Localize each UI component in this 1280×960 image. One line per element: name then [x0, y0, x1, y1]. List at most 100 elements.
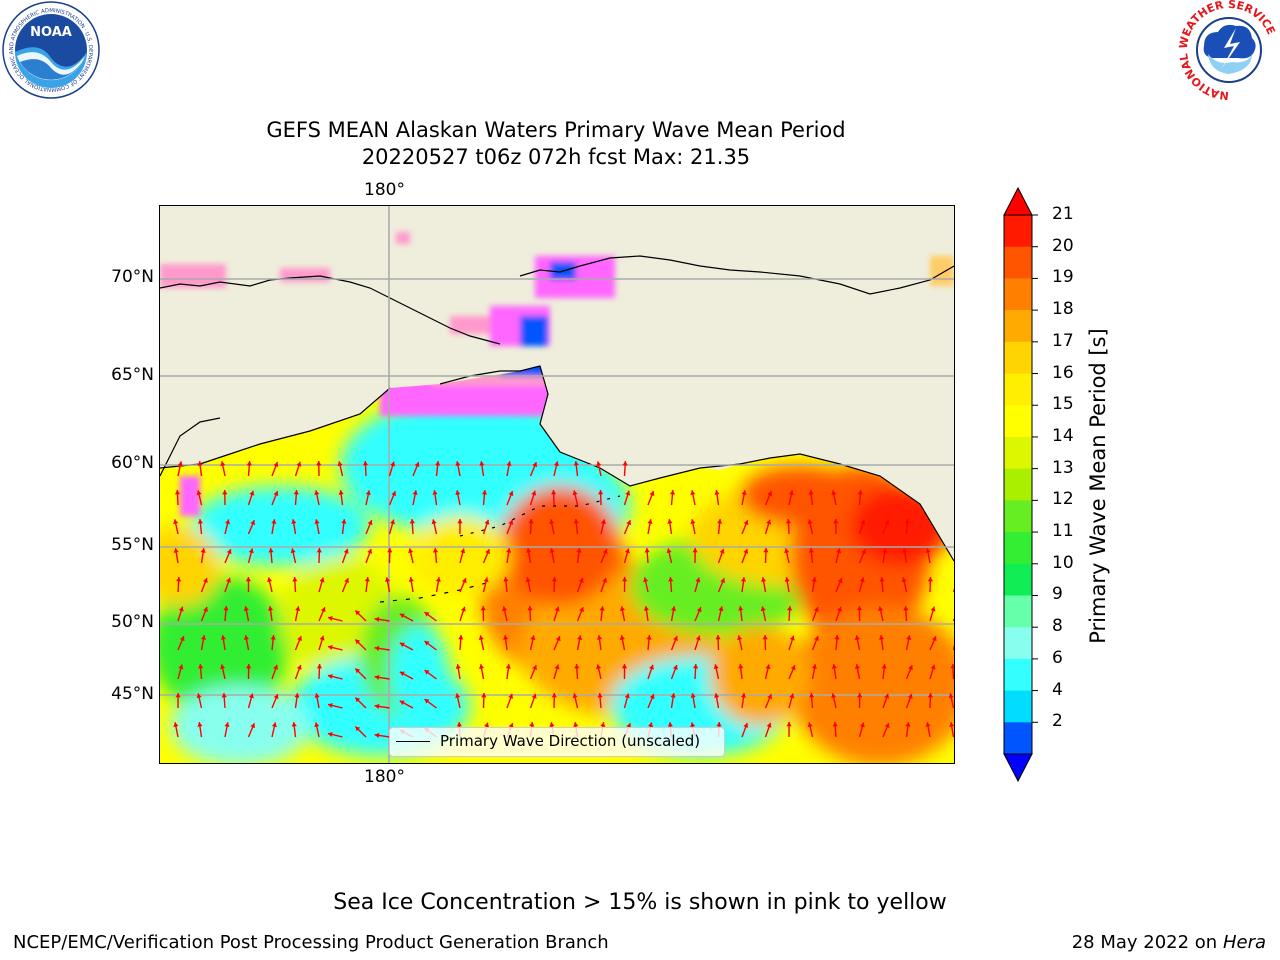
- wave-arrow-head: [643, 577, 649, 583]
- lat-label-60n: 60°N: [111, 453, 154, 473]
- wave-arrow-head: [270, 635, 276, 640]
- wave-arrow-head: [527, 606, 533, 611]
- wave-arrow-head: [549, 548, 555, 553]
- wave-arrow-head: [176, 577, 182, 582]
- wave-arrow-head: [695, 577, 701, 583]
- wave-arrow-head: [597, 693, 603, 698]
- wave-arrow-head: [327, 673, 333, 679]
- wave-arrow-head: [549, 722, 555, 727]
- wave-arrow-head: [408, 548, 414, 554]
- wave-arrow-head: [693, 664, 699, 669]
- colorbar-tick-label: 4: [1052, 679, 1063, 700]
- wave-arrow-head: [365, 490, 371, 496]
- machine-name: Hera: [1222, 932, 1266, 953]
- wave-arrow-head: [399, 642, 405, 648]
- wave-arrow-head: [338, 490, 344, 495]
- colorbar-tick-label: 13: [1052, 457, 1074, 478]
- wave-arrow-head: [293, 490, 299, 495]
- wave-arrow-head: [316, 664, 323, 669]
- wave-arrow-head: [531, 693, 537, 699]
- wave-arrow-head: [200, 635, 206, 640]
- wave-arrow-head: [455, 461, 461, 466]
- wave-arrow-head: [481, 693, 487, 698]
- wave-arrow-head: [337, 461, 343, 467]
- wave-arrow-head: [554, 664, 560, 670]
- wave-arrow-head: [857, 490, 863, 495]
- wave-arrow-head: [833, 519, 839, 524]
- colorbar-tick-label: 19: [1052, 267, 1074, 288]
- wave-arrow-head: [178, 606, 184, 612]
- wave-arrow-head: [273, 491, 279, 496]
- wave-arrow-head: [526, 548, 532, 553]
- wave-arrow-head: [860, 519, 866, 525]
- wave-arrow-head: [836, 548, 842, 554]
- wave-arrow-head: [271, 519, 277, 524]
- wave-arrow-head: [296, 461, 302, 467]
- wave-arrow-head: [767, 491, 773, 497]
- wave-arrow-head: [268, 548, 274, 553]
- wave-arrow-head: [245, 577, 252, 582]
- wave-arrow-head: [246, 664, 252, 669]
- colorbar-tick-label: 14: [1052, 425, 1074, 446]
- wave-arrow-head: [624, 548, 630, 554]
- wave-arrow-head: [925, 722, 931, 727]
- wave-arrow-head: [741, 490, 747, 496]
- wave-arrow-head: [555, 636, 561, 642]
- wave-arrow-head: [248, 693, 254, 699]
- wave-arrow-head: [622, 461, 628, 466]
- wave-arrow-head: [718, 606, 724, 612]
- wave-arrow-head: [551, 577, 558, 582]
- wave-arrow-head: [670, 606, 677, 611]
- wave-arrow-head: [455, 490, 461, 496]
- wave-arrow-head: [196, 490, 202, 496]
- wave-arrow-head: [226, 549, 232, 555]
- wave-arrow-head: [814, 636, 819, 641]
- wave-arrow-head: [600, 722, 606, 727]
- wave-arrow-head: [529, 722, 535, 727]
- wave-arrow-head: [506, 461, 512, 466]
- wave-arrow-head: [859, 577, 865, 583]
- wave-arrow-head: [743, 548, 749, 554]
- wave-arrow-head: [221, 693, 227, 698]
- wave-arrow-head: [530, 635, 536, 641]
- legend-label: Primary Wave Direction (unscaled): [440, 732, 701, 750]
- wave-arrow-head: [950, 664, 954, 669]
- wave-arrow-head: [456, 722, 462, 727]
- credit-text: NCEP/EMC/Verification Post Processing Pr…: [13, 932, 609, 953]
- wave-arrow-head: [624, 693, 630, 699]
- wave-arrow-head: [549, 519, 555, 525]
- wave-arrow-head: [602, 549, 608, 555]
- wave-arrow-head: [267, 606, 274, 611]
- colorbar-tick-label: 10: [1052, 552, 1074, 573]
- wave-arrow-head: [905, 722, 911, 727]
- wave-arrow-head: [931, 636, 937, 642]
- wave-arrow-head: [738, 664, 744, 669]
- wave-arrow-head: [179, 636, 185, 642]
- wave-arrow-head: [902, 548, 908, 553]
- wave-arrow-head: [551, 490, 557, 495]
- wave-arrow-head: [714, 693, 720, 698]
- wave-arrow-head: [399, 671, 405, 677]
- wave-arrow-head: [343, 548, 349, 554]
- wave-arrow-head: [455, 664, 461, 669]
- wave-arrow-head: [715, 635, 721, 640]
- wave-arrow-head: [831, 693, 837, 699]
- wave-arrow-head: [766, 519, 772, 525]
- wave-arrow-head: [670, 693, 676, 698]
- wave-arrow-head: [197, 722, 203, 727]
- wave-arrow-head: [177, 461, 183, 467]
- colorbar-tick-label: 15: [1052, 394, 1074, 415]
- wave-arrow-head: [273, 694, 279, 700]
- colorbar-segment: [1004, 278, 1032, 311]
- wave-arrow-head: [314, 722, 320, 728]
- wave-arrow-head: [884, 693, 890, 699]
- wave-arrow-head: [647, 519, 653, 524]
- wave-arrow-head: [790, 665, 796, 671]
- wave-arrow-head: [719, 548, 725, 554]
- wave-arrow-head: [927, 577, 933, 582]
- wave-arrow-head: [576, 548, 582, 553]
- wave-arrow-head: [948, 693, 954, 699]
- wave-arrow-head: [355, 668, 361, 674]
- wave-arrow-head: [760, 606, 766, 612]
- wave-arrow-head: [314, 693, 320, 698]
